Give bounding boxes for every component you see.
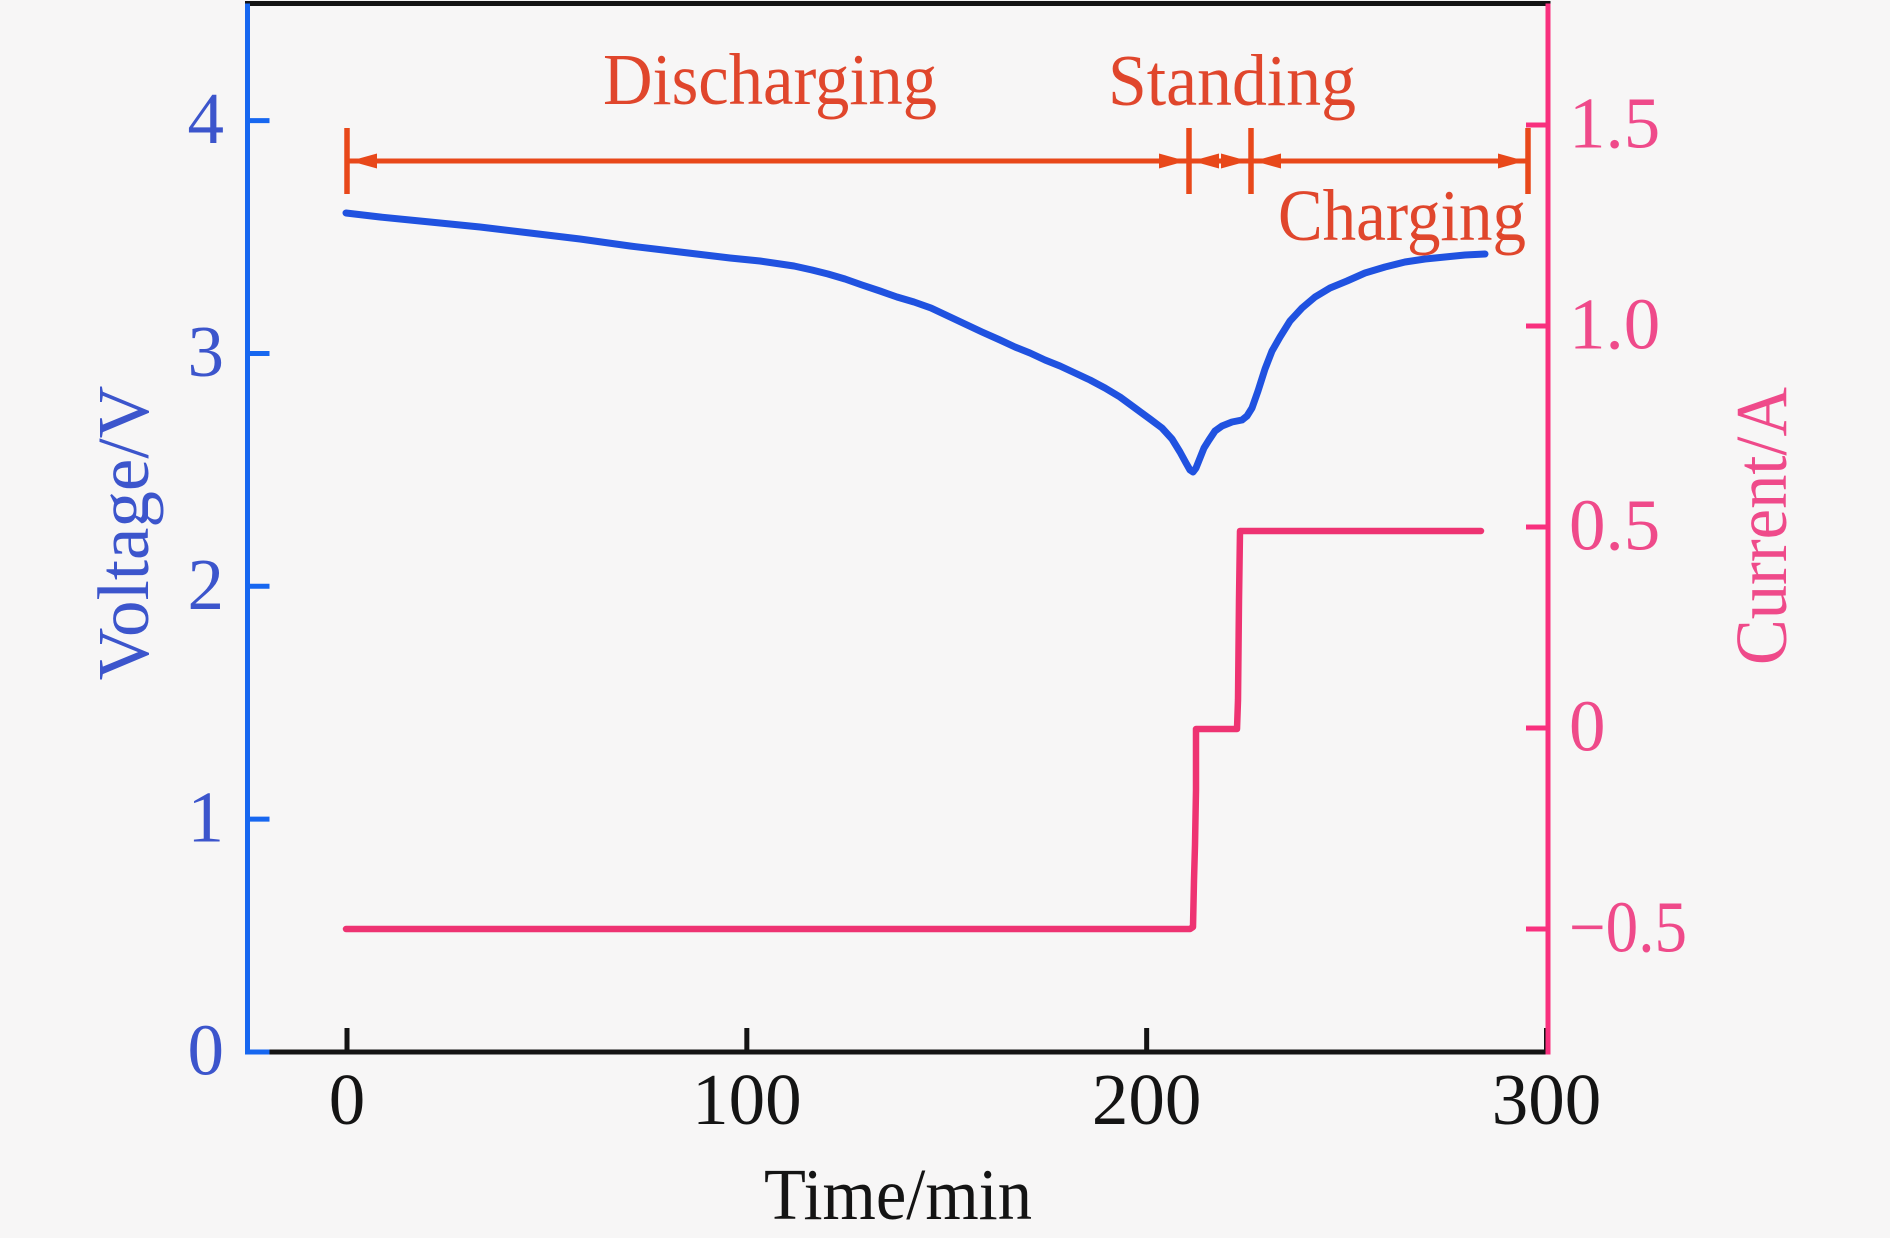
svg-text:Standing: Standing — [1108, 40, 1356, 121]
svg-text:Time/min: Time/min — [764, 1154, 1032, 1235]
svg-text:0: 0 — [329, 1059, 366, 1140]
svg-text:−0.5: −0.5 — [1569, 887, 1687, 968]
svg-text:4: 4 — [188, 78, 225, 159]
svg-text:300: 300 — [1492, 1059, 1602, 1140]
svg-text:200: 200 — [1092, 1059, 1202, 1140]
svg-text:2: 2 — [188, 544, 225, 625]
svg-text:0: 0 — [1569, 686, 1606, 767]
svg-text:Voltage/V: Voltage/V — [83, 386, 164, 681]
svg-text:Discharging: Discharging — [603, 39, 937, 120]
svg-text:0: 0 — [188, 1010, 225, 1091]
svg-text:100: 100 — [692, 1059, 802, 1140]
svg-text:Current/A: Current/A — [1721, 387, 1802, 665]
svg-text:Charging: Charging — [1278, 175, 1526, 256]
svg-text:1.5: 1.5 — [1569, 83, 1660, 164]
svg-text:0.5: 0.5 — [1569, 485, 1660, 566]
svg-text:3: 3 — [188, 311, 225, 392]
svg-text:1: 1 — [188, 777, 225, 858]
svg-text:1.0: 1.0 — [1569, 284, 1660, 365]
